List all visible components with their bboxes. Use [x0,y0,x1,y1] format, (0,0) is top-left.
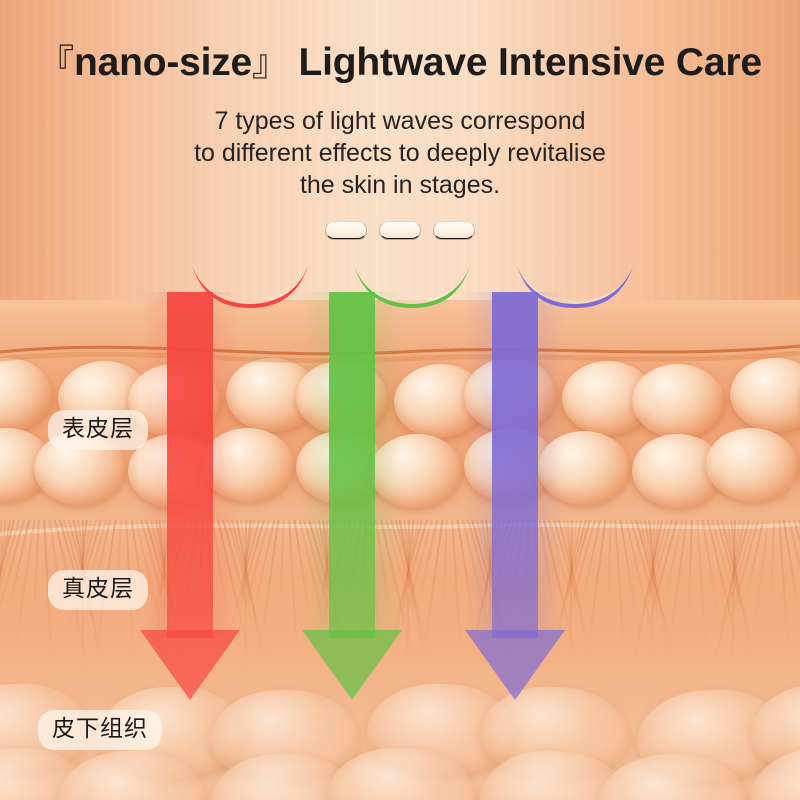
title-bracket-open: 『 [38,42,74,83]
dermis-collagen-fibres [0,520,800,710]
green-beam-arrowhead [302,630,402,700]
page-title: 『nano-size』 Lightwave Intensive Care [0,34,800,86]
blue-beam-shaft [492,292,538,638]
skin-layer-dermis-band [0,520,800,710]
subtitle-line-3: the skin in stages. [299,171,501,199]
subcutaneous-fat-row-lower [0,744,800,800]
skin-layer-label-dermis: 真皮层 [48,570,148,610]
skin-layer-label-epidermis: 表皮层 [48,410,148,450]
subtitle-line-1: 7 types of light waves correspond [214,107,586,135]
emitter-indicator-2 [379,221,421,239]
skin-layer-subcutaneous-band [0,680,800,800]
green-beam-shaft [329,292,375,638]
skin-surface-wave [0,344,800,364]
red-beam-arrowhead [140,630,240,700]
blue-beam-arrowhead [465,630,565,700]
title-bracket-close: 』 [252,42,288,83]
emitter-indicator-group [0,221,800,239]
subtitle: 7 types of light waves correspond to dif… [0,105,800,201]
skin-layer-label-subcutaneous: 皮下组织 [38,710,162,750]
dermis-boundary-line [0,522,800,536]
subtitle-line-2: to different effects to deeply revitalis… [194,139,606,167]
emitter-indicator-1 [325,221,367,239]
background-top-gradient [0,0,800,352]
title-rest: Lightwave Intensive Care [298,41,762,84]
title-brand: nano-size [73,41,253,84]
emitter-indicator-3 [433,221,475,239]
red-beam-shaft [167,292,213,638]
